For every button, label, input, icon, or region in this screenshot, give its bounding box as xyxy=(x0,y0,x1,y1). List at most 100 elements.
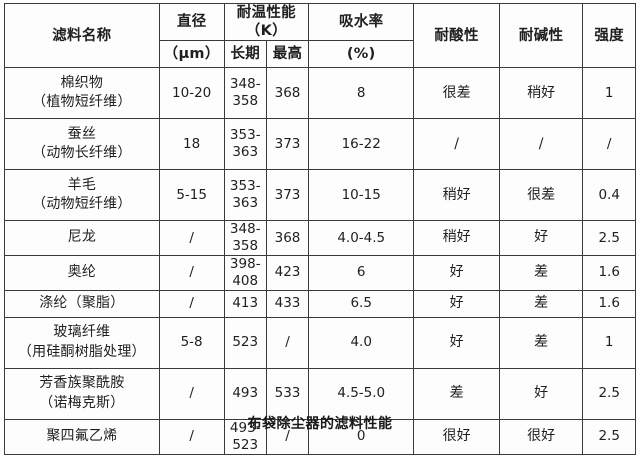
cell-diameter: / xyxy=(158,220,225,256)
column-header-strength: 强度 xyxy=(582,2,636,69)
column-header-diameter-title: 直径 xyxy=(158,2,225,42)
cell-acid-resistance: 很差 xyxy=(413,67,500,120)
cell-strength: 1.6 xyxy=(582,289,636,318)
material-name-line: 棉织物 xyxy=(60,74,104,91)
material-name-line: 羊毛 xyxy=(67,176,97,193)
cell-temperature-max: 373 xyxy=(265,169,310,222)
filter-material-properties-table: 滤料名称 直径 耐温性能（K） 吸水率 耐酸性 耐碱性 强度 （μm） 长期 最… xyxy=(4,2,636,455)
cell-strength: 0.4 xyxy=(582,169,636,222)
material-name-line: （动物长纤维） xyxy=(32,145,132,162)
cell-water-absorption: 10-15 xyxy=(308,169,415,222)
material-name-line: 芳香族聚酰胺 xyxy=(39,375,125,392)
column-header-temperature-group: 耐温性能（K） xyxy=(223,2,310,42)
material-name-line: 涤纶（聚脂） xyxy=(39,295,125,311)
table-header: 滤料名称 直径 耐温性能（K） 吸水率 耐酸性 耐碱性 强度 （μm） 长期 最… xyxy=(4,2,636,69)
material-name-line: 尼龙 xyxy=(67,229,97,246)
column-header-water-absorption-unit: (%) xyxy=(308,40,415,69)
material-name-line: （用硅酮树脂处理） xyxy=(17,343,146,360)
cell-alkali-resistance: 差 xyxy=(498,289,584,318)
column-header-temperature-max: 最高 xyxy=(265,40,310,69)
table-row: 奥纶 /398-408 423 6 好差 1.6 xyxy=(4,255,636,291)
cell-material-name: 蚕丝 （动物长纤维） xyxy=(4,118,160,171)
cell-strength: 2.5 xyxy=(582,220,636,256)
cell-diameter: 5-15 xyxy=(158,169,225,222)
column-header-acid-resistance: 耐酸性 xyxy=(413,2,500,69)
header-row-primary: 滤料名称 直径 耐温性能（K） 吸水率 耐酸性 耐碱性 强度 xyxy=(4,2,636,69)
cell-acid-resistance: 好 xyxy=(413,289,500,318)
cell-temperature-long: 523 xyxy=(223,316,267,369)
cell-strength: 2.5 xyxy=(582,367,636,420)
cell-material-name: 奥纶 xyxy=(4,255,160,291)
table-caption: 布袋除尘器的滤料性能 xyxy=(247,416,393,432)
cell-alkali-resistance: 差 xyxy=(498,316,584,369)
cell-water-absorption: 4.5-5.0 xyxy=(308,367,415,420)
cell-temperature-long: 348-358 xyxy=(223,220,267,256)
cell-water-absorption: 4.0-4.5 xyxy=(308,220,415,256)
cell-water-absorption: 4.0 xyxy=(308,316,415,369)
cell-temperature-long: 348-358 xyxy=(223,67,267,120)
material-name-line: 奥纶 xyxy=(67,264,97,281)
cell-alkali-resistance: 差 xyxy=(498,255,584,291)
table-row: 芳香族聚酰胺 （诺梅克斯） /493 533 4.5-5.0 差好 2.5 xyxy=(4,367,636,420)
cell-acid-resistance: 稍好 xyxy=(413,220,500,256)
cell-alkali-resistance: / xyxy=(498,118,584,171)
cell-strength: 1.6 xyxy=(582,255,636,291)
cell-diameter: 5-8 xyxy=(158,316,225,369)
cell-temperature-max: / xyxy=(265,316,310,369)
cell-water-absorption: 6 xyxy=(308,255,415,291)
column-header-material-name: 滤料名称 xyxy=(4,2,160,69)
column-header-temperature-long-term: 长期 xyxy=(223,40,267,69)
cell-alkali-resistance: 好 xyxy=(498,367,584,420)
header-row-secondary: （μm） 长期 最高 (%) xyxy=(5,40,636,69)
cell-material-name: 棉织物 （植物短纤维） xyxy=(4,67,160,120)
cell-material-name: 芳香族聚酰胺 （诺梅克斯） xyxy=(4,367,160,420)
table-row: 涤纶（聚脂） /413 433 6.5 好差 1.6 xyxy=(4,289,636,318)
table-row: 羊毛 （动物短纤维） 5-15 353-363 373 10-15 稍好 很差 0.4 xyxy=(4,169,636,222)
table-row: 蚕丝 （动物长纤维） 18 353-363 373 16-22// / xyxy=(4,118,636,171)
cell-strength: 1 xyxy=(582,67,636,120)
cell-temperature-max: 433 xyxy=(265,289,310,318)
material-name-line: （动物短纤维） xyxy=(32,196,132,213)
material-name-line: 玻璃纤维 xyxy=(53,324,111,341)
cell-temperature-long: 413 xyxy=(223,289,267,318)
document-page: 滤料名称 直径 耐温性能（K） 吸水率 耐酸性 耐碱性 强度 （μm） 长期 最… xyxy=(4,2,636,455)
cell-acid-resistance: 稍好 xyxy=(413,169,500,222)
cell-acid-resistance: 好 xyxy=(413,316,500,369)
cell-water-absorption: 8 xyxy=(308,67,415,120)
cell-strength: 1 xyxy=(582,316,636,369)
cell-temperature-long: 493 xyxy=(223,367,267,420)
cell-temperature-max: 423 xyxy=(265,255,310,291)
cell-diameter: 10-20 xyxy=(158,67,225,120)
cell-strength: / xyxy=(582,118,636,171)
table-row: 棉织物 （植物短纤维） 10-20 348-358 368 8 很差 稍好 1 xyxy=(4,67,636,120)
cell-alkali-resistance: 好 xyxy=(498,220,584,256)
cell-temperature-long: 353-363 xyxy=(223,118,267,171)
cell-material-name: 尼龙 xyxy=(4,220,160,256)
table-body: 棉织物 （植物短纤维） 10-20 348-358 368 8 很差 稍好 1 蚕丝 （动物长纤维）… xyxy=(4,67,636,455)
cell-acid-resistance: 好 xyxy=(413,255,500,291)
cell-diameter: / xyxy=(158,255,225,291)
column-header-water-absorption-title: 吸水率 xyxy=(308,2,415,42)
cell-material-name: 玻璃纤维 （用硅酮树脂处理） xyxy=(4,316,160,369)
table-row: 尼龙 /348-358 368 4.0-4.5 稍好好 2.5 xyxy=(4,220,636,256)
cell-diameter: / xyxy=(158,367,225,420)
material-name-line: （植物短纤维） xyxy=(32,94,132,111)
cell-temperature-max: 533 xyxy=(265,367,310,420)
material-name-line: （诺梅克斯） xyxy=(39,394,125,411)
cell-diameter: / xyxy=(158,289,225,318)
cell-alkali-resistance: 很差 xyxy=(498,169,584,222)
cell-temperature-long: 398-408 xyxy=(223,255,267,291)
table-row: 玻璃纤维 （用硅酮树脂处理） 5-8 523/4.0 好差 1 xyxy=(4,316,636,369)
cell-diameter: 18 xyxy=(158,118,225,171)
cell-temperature-long: 353-363 xyxy=(223,169,267,222)
cell-water-absorption: 16-22 xyxy=(308,118,415,171)
column-header-diameter-unit: （μm） xyxy=(158,40,225,69)
cell-material-name: 涤纶（聚脂） xyxy=(4,289,160,318)
column-header-alkali-resistance: 耐碱性 xyxy=(498,2,584,69)
cell-temperature-max: 373 xyxy=(265,118,310,171)
cell-acid-resistance: / xyxy=(413,118,500,171)
cell-acid-resistance: 差 xyxy=(413,367,500,420)
cell-material-name: 羊毛 （动物短纤维） xyxy=(4,169,160,222)
cell-water-absorption: 6.5 xyxy=(308,289,415,318)
material-name-line: 蚕丝 xyxy=(67,125,97,142)
